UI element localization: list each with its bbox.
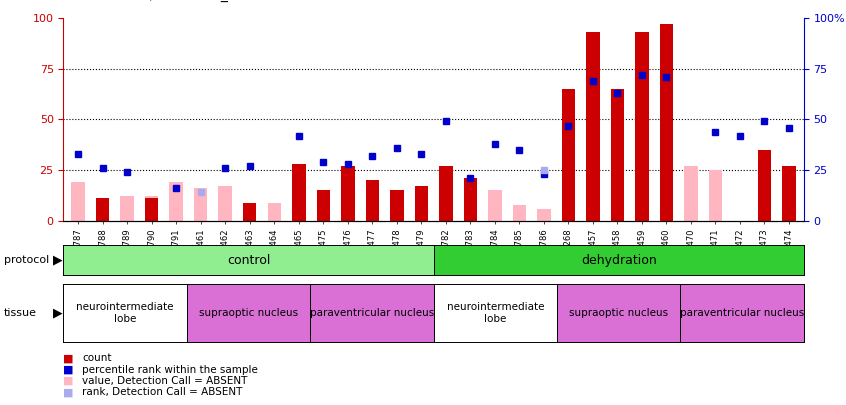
Bar xyxy=(783,166,796,221)
Bar xyxy=(758,150,772,221)
Text: ■: ■ xyxy=(63,376,74,386)
Bar xyxy=(611,89,624,221)
Bar xyxy=(390,190,404,221)
Bar xyxy=(439,166,453,221)
Bar xyxy=(586,32,600,221)
Text: supraoptic nucleus: supraoptic nucleus xyxy=(199,308,298,318)
Text: dehydration: dehydration xyxy=(580,254,656,267)
Text: value, Detection Call = ABSENT: value, Detection Call = ABSENT xyxy=(82,376,247,386)
Bar xyxy=(513,205,526,221)
Bar xyxy=(194,188,207,221)
Bar xyxy=(316,190,330,221)
Text: GDS1612 / 1368489_at: GDS1612 / 1368489_at xyxy=(80,0,242,2)
Bar xyxy=(365,180,379,221)
Bar xyxy=(709,170,722,221)
Text: supraoptic nucleus: supraoptic nucleus xyxy=(569,308,668,318)
Bar xyxy=(267,202,281,221)
Bar xyxy=(464,178,477,221)
Bar xyxy=(243,202,256,221)
Text: tissue: tissue xyxy=(4,308,37,318)
Text: paraventricular nucleus: paraventricular nucleus xyxy=(680,308,805,318)
Bar xyxy=(684,166,698,221)
Bar xyxy=(169,182,183,221)
Bar xyxy=(537,209,551,221)
Bar xyxy=(660,24,673,221)
Bar xyxy=(562,89,575,221)
Text: neurointermediate
lobe: neurointermediate lobe xyxy=(76,302,174,324)
Bar xyxy=(488,190,502,221)
Bar xyxy=(341,166,354,221)
Bar xyxy=(635,32,649,221)
Bar xyxy=(120,196,134,221)
Text: percentile rank within the sample: percentile rank within the sample xyxy=(82,365,258,375)
Bar xyxy=(145,196,158,221)
Text: paraventricular nucleus: paraventricular nucleus xyxy=(310,308,434,318)
Text: ▶: ▶ xyxy=(52,306,63,320)
Text: rank, Detection Call = ABSENT: rank, Detection Call = ABSENT xyxy=(82,388,243,397)
Text: control: control xyxy=(227,254,270,267)
Text: count: count xyxy=(82,354,112,363)
Bar xyxy=(415,186,428,221)
Text: ■: ■ xyxy=(63,388,74,397)
Text: ■: ■ xyxy=(63,365,74,375)
Bar xyxy=(71,182,85,221)
Bar xyxy=(96,198,109,221)
Bar xyxy=(145,198,158,221)
Text: ▶: ▶ xyxy=(52,254,63,267)
Bar xyxy=(218,186,232,221)
Bar xyxy=(292,164,305,221)
Text: neurointermediate
lobe: neurointermediate lobe xyxy=(447,302,544,324)
Text: protocol: protocol xyxy=(4,255,49,265)
Text: ■: ■ xyxy=(63,354,74,363)
